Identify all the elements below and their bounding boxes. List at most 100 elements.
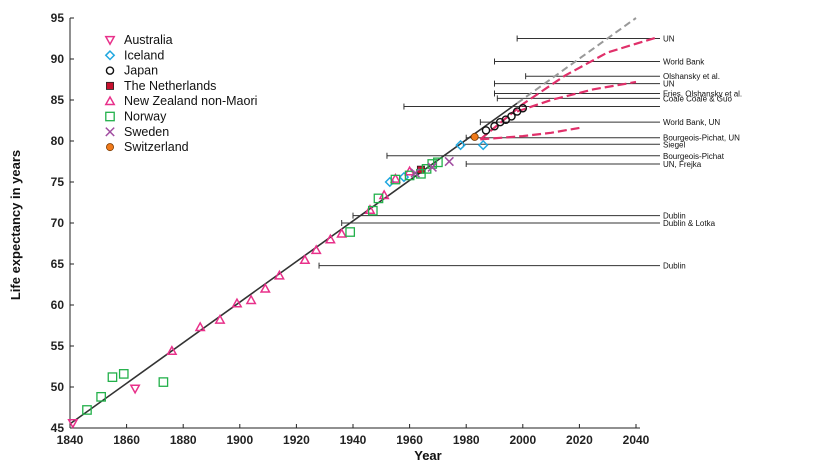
new-zealand-non-maori-point-shape — [299, 254, 311, 265]
legend-label-japan: Japan — [124, 64, 158, 78]
legend-marker-australia-shape — [104, 35, 116, 46]
new-zealand-non-maori-point-shape — [214, 314, 226, 324]
x-tick-label: 1880 — [170, 433, 197, 447]
new-zealand-non-maori-point — [259, 282, 271, 293]
forecast-label: Bourgeois-Pichat — [663, 152, 725, 161]
sweden-point — [410, 168, 420, 178]
legend-label-iceland: Iceland — [124, 48, 164, 62]
legend-label-the-netherlands: The Netherlands — [124, 79, 216, 93]
legend-marker-iceland-shape — [104, 50, 116, 61]
new-zealand-non-maori-point-shape — [324, 233, 336, 244]
norway-point-shape — [390, 174, 401, 185]
norway-point — [390, 174, 401, 185]
y-tick-label: 75 — [51, 175, 65, 189]
australia-point-shape — [67, 418, 79, 429]
forecast-label: Dublin — [663, 262, 686, 271]
australia-point — [129, 384, 141, 395]
new-zealand-non-maori-point-shape — [364, 204, 376, 214]
norway-point-shape — [433, 157, 443, 168]
legend-marker-new-zealand-non-maori-shape — [104, 95, 116, 106]
y-tick-label: 60 — [51, 298, 65, 312]
forecast-label: Coale Coale & Guo — [663, 94, 732, 103]
legend-marker-australia — [104, 35, 116, 46]
japan-point — [507, 112, 516, 121]
legend-marker-norway-shape — [105, 111, 115, 122]
new-zealand-non-maori-point — [273, 269, 285, 280]
legend-marker-the-netherlands-shape — [106, 81, 114, 90]
new-zealand-non-maori-point-shape — [166, 345, 178, 356]
y-tick-label: 70 — [51, 216, 65, 230]
legend-marker-norway — [105, 111, 115, 122]
x-tick-label: 1960 — [396, 433, 423, 447]
new-zealand-non-maori-point-shape — [389, 172, 401, 183]
new-zealand-non-maori-point — [364, 204, 376, 214]
japan-point — [490, 121, 499, 131]
y-tick-label: 50 — [51, 380, 65, 394]
y-tick-label: 55 — [51, 339, 65, 353]
norway-point-shape — [82, 405, 92, 415]
y-tick-label: 85 — [51, 93, 65, 107]
legend-marker-switzerland — [106, 143, 114, 152]
x-tick-label: 2000 — [509, 433, 536, 447]
x-tick-label: 1840 — [57, 433, 84, 447]
y-axis-title: Life expectancy in years — [8, 150, 23, 300]
y-tick-label: 80 — [51, 134, 65, 148]
new-zealand-non-maori-point — [324, 233, 336, 244]
japan-point — [518, 103, 528, 113]
forecast-label: UN — [663, 80, 675, 89]
new-zealand-non-maori-point-shape — [336, 227, 348, 238]
japan-point — [481, 126, 491, 135]
norway-point — [367, 205, 378, 216]
iceland-point-shape — [455, 139, 466, 151]
norway-point — [345, 227, 356, 237]
norway-point — [107, 372, 118, 383]
switzerland-point — [470, 132, 479, 141]
sweden-point-shape — [410, 168, 420, 178]
iceland-point-shape — [477, 139, 489, 151]
new-zealand-non-maori-point — [231, 297, 243, 308]
sweden-point — [427, 162, 437, 172]
forecast-label: Dublin — [663, 212, 686, 221]
y-tick-label: 45 — [51, 421, 65, 435]
forecast-label: UN — [663, 35, 675, 44]
japan-point-shape — [518, 103, 528, 113]
legend-marker-sweden — [105, 127, 115, 137]
sweden-point — [444, 156, 454, 167]
legend-marker-new-zealand-non-maori — [104, 95, 116, 106]
norway-point — [158, 377, 169, 387]
y-tick-label: 65 — [51, 257, 65, 271]
new-zealand-non-maori-point-shape — [194, 321, 206, 332]
new-zealand-non-maori-point — [194, 321, 206, 332]
new-zealand-non-maori-point — [336, 227, 348, 238]
x-tick-label: 2040 — [623, 433, 650, 447]
legend-marker-sweden-shape — [105, 127, 115, 137]
new-zealand-non-maori-point-shape — [245, 294, 257, 305]
japan-point-shape — [490, 121, 499, 131]
iceland-point — [455, 139, 466, 151]
norway-point — [82, 405, 92, 415]
forecast-label: Fries, Olshansky et al. — [663, 89, 742, 98]
legend-label-norway: Norway — [124, 110, 167, 124]
projection-curve — [480, 126, 580, 141]
forecast-label: Dublin & Lotka — [663, 219, 716, 228]
sweden-point-shape — [444, 156, 454, 167]
norway-point-shape — [158, 377, 169, 387]
japan-point-shape — [507, 112, 516, 121]
sweden-point-shape — [427, 162, 437, 172]
forecast-label: Siegel — [663, 140, 685, 149]
x-tick-label: 1920 — [283, 433, 310, 447]
forecast-label: World Bank, UN — [663, 118, 720, 127]
legend-label-switzerland: Switzerland — [124, 140, 189, 154]
y-tick-label: 95 — [51, 11, 65, 25]
legend-marker-japan — [105, 66, 115, 75]
iceland-point — [398, 171, 410, 183]
x-tick-label: 1900 — [226, 433, 253, 447]
y-tick-label: 90 — [51, 52, 65, 66]
new-zealand-non-maori-point-shape — [231, 297, 243, 308]
norway-point-shape — [107, 372, 118, 383]
australia-point — [67, 418, 79, 429]
switzerland-point-shape — [470, 132, 479, 141]
trend-line-extrapolation — [516, 17, 637, 105]
